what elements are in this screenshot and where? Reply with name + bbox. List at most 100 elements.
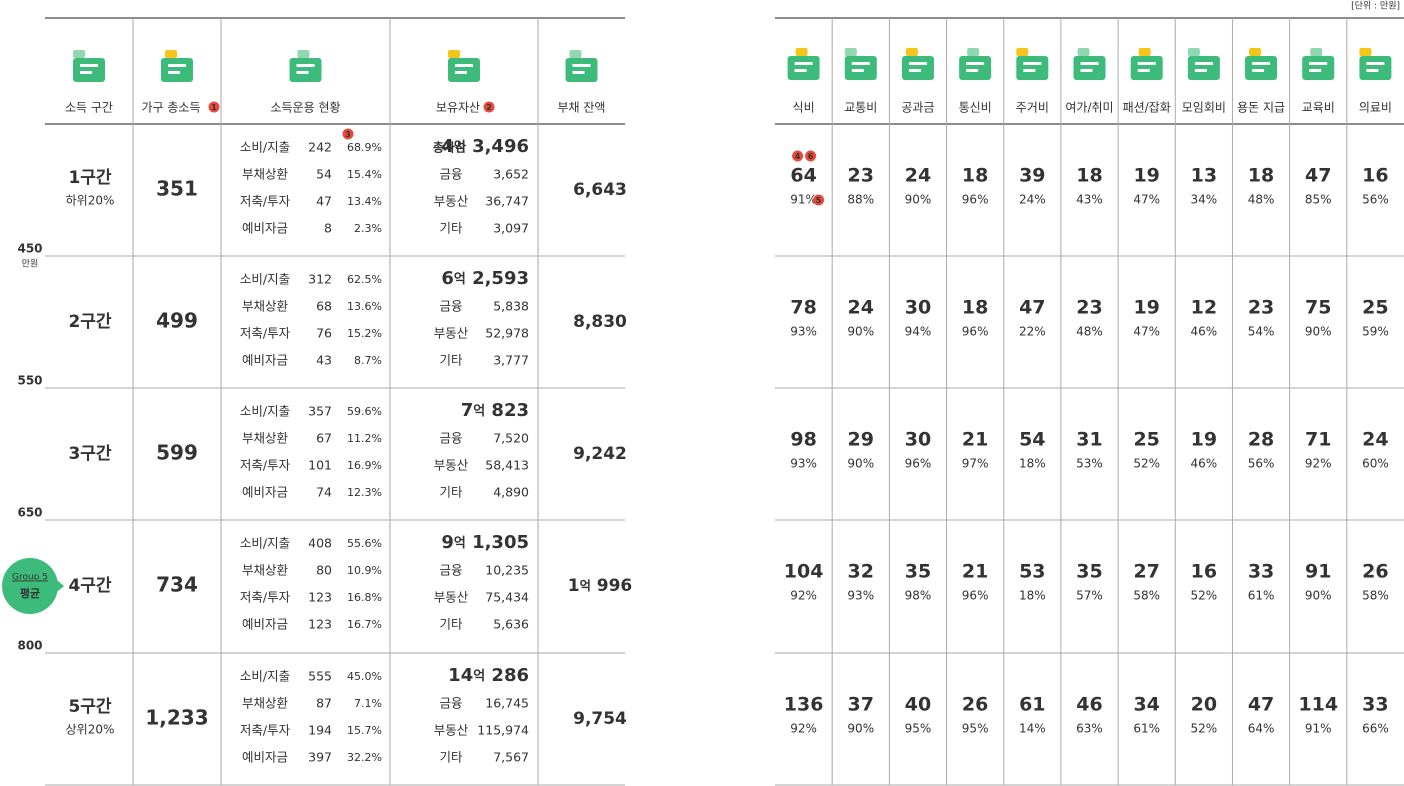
value: 25	[1362, 297, 1388, 319]
asset-value: 10,235	[485, 563, 529, 578]
value: 29	[848, 429, 874, 451]
asset-label: 부동산	[434, 590, 469, 605]
value: 78	[790, 297, 816, 319]
usage-amount: 67	[316, 431, 332, 446]
value: 47	[1019, 297, 1045, 319]
asset-label: 기타	[439, 353, 463, 368]
text-part: 14	[448, 665, 473, 686]
column-header: 가구 총소득	[141, 101, 200, 115]
icon	[1359, 48, 1372, 56]
debt: 6,643	[573, 180, 627, 200]
percent: 58%	[1133, 589, 1160, 603]
percent: 60%	[1362, 457, 1389, 471]
value: 20	[1191, 694, 1217, 716]
asset-value: 52,978	[485, 326, 529, 341]
usage-amount: 408	[308, 536, 332, 551]
usage-percent: 16.9%	[347, 459, 382, 472]
usage-percent: 59.6%	[347, 405, 382, 418]
value: 39	[1019, 165, 1045, 187]
value: 19	[1191, 429, 1217, 451]
value: 21	[962, 561, 988, 583]
icon	[1023, 69, 1036, 72]
category-header: 패션/잡화	[1123, 101, 1171, 115]
asset-label: 기타	[439, 221, 463, 236]
debt: 8,830	[573, 312, 627, 332]
category-header: 여가/취미	[1065, 101, 1113, 115]
column-header: 부채 잔액	[558, 101, 606, 115]
asset-value: 5,838	[493, 299, 529, 314]
percent: 93%	[847, 589, 874, 603]
percent: 53%	[1076, 457, 1103, 471]
percent: 59%	[1362, 325, 1389, 339]
usage-amount: 312	[308, 272, 332, 287]
scale-unit: 만원	[22, 259, 39, 270]
icon	[1187, 56, 1220, 80]
text-part: 6	[441, 268, 454, 289]
usage-amount: 397	[308, 750, 332, 765]
income: 599	[156, 441, 198, 465]
percent: 52%	[1191, 589, 1218, 603]
usage-percent: 13.6%	[347, 300, 382, 313]
usage-label: 예비자금	[242, 353, 288, 368]
asset-value: 16,745	[485, 696, 529, 711]
percent: 18%	[1019, 589, 1046, 603]
usage-label: 소비/지출	[240, 404, 290, 419]
value: 28	[1248, 429, 1274, 451]
percent: 98%	[905, 589, 932, 603]
percent: 92%	[1305, 457, 1332, 471]
percent: 48%	[1076, 325, 1103, 339]
percent: 90%	[1305, 325, 1332, 339]
icon	[1080, 69, 1093, 72]
usage-label: 부채상환	[242, 431, 289, 446]
note-number: 6	[808, 152, 814, 161]
text-part: 억	[454, 536, 466, 551]
icon	[967, 48, 980, 56]
tier: 5구간	[68, 697, 111, 717]
category-header: 의료비	[1359, 101, 1392, 115]
badge	[2, 558, 58, 614]
icon	[1310, 48, 1323, 56]
percent: 90%	[847, 325, 874, 339]
usage-percent: 12.3%	[347, 486, 382, 499]
icon	[455, 71, 467, 74]
icon	[1194, 69, 1207, 72]
value: 47	[1248, 694, 1274, 716]
value: 54	[1019, 429, 1045, 451]
percent: 96%	[962, 325, 989, 339]
icon	[1016, 48, 1029, 56]
value: 16	[1191, 561, 1217, 583]
value: 31	[1076, 429, 1102, 451]
icon	[73, 58, 105, 82]
column-header: 소득 구간	[65, 101, 113, 115]
usage-percent: 7.1%	[354, 697, 382, 710]
percent: 22%	[1019, 325, 1046, 339]
value: 104	[784, 561, 824, 583]
icon	[1194, 62, 1213, 65]
usage-percent: 16.8%	[347, 591, 382, 604]
text-part: 억	[454, 272, 466, 287]
value: 25	[1133, 429, 1159, 451]
text-part: 823	[485, 400, 529, 421]
icon	[787, 56, 820, 80]
usage-label: 부채상환	[242, 696, 289, 711]
value: 32	[848, 561, 874, 583]
tier: 1구간	[68, 168, 111, 188]
category-header: 식비	[793, 101, 815, 115]
usage-label: 소비/지출	[240, 669, 290, 684]
scale-mark: 450	[17, 242, 42, 256]
unit-note: [단위 : 만원]	[1351, 1, 1400, 12]
asset-total: 4억 3,496	[441, 136, 529, 157]
scale-mark: 550	[17, 374, 42, 388]
usage-percent: 45.0%	[347, 670, 382, 683]
usage-amount: 80	[316, 563, 332, 578]
icon	[1309, 62, 1328, 65]
value: 16	[1362, 165, 1388, 187]
value: 75	[1305, 297, 1331, 319]
text-part: 억	[580, 579, 591, 593]
percent: 18%	[1019, 457, 1046, 471]
usage-percent: 68.9%	[347, 141, 382, 154]
value: 64	[790, 165, 816, 187]
percent: 34%	[1191, 193, 1218, 207]
